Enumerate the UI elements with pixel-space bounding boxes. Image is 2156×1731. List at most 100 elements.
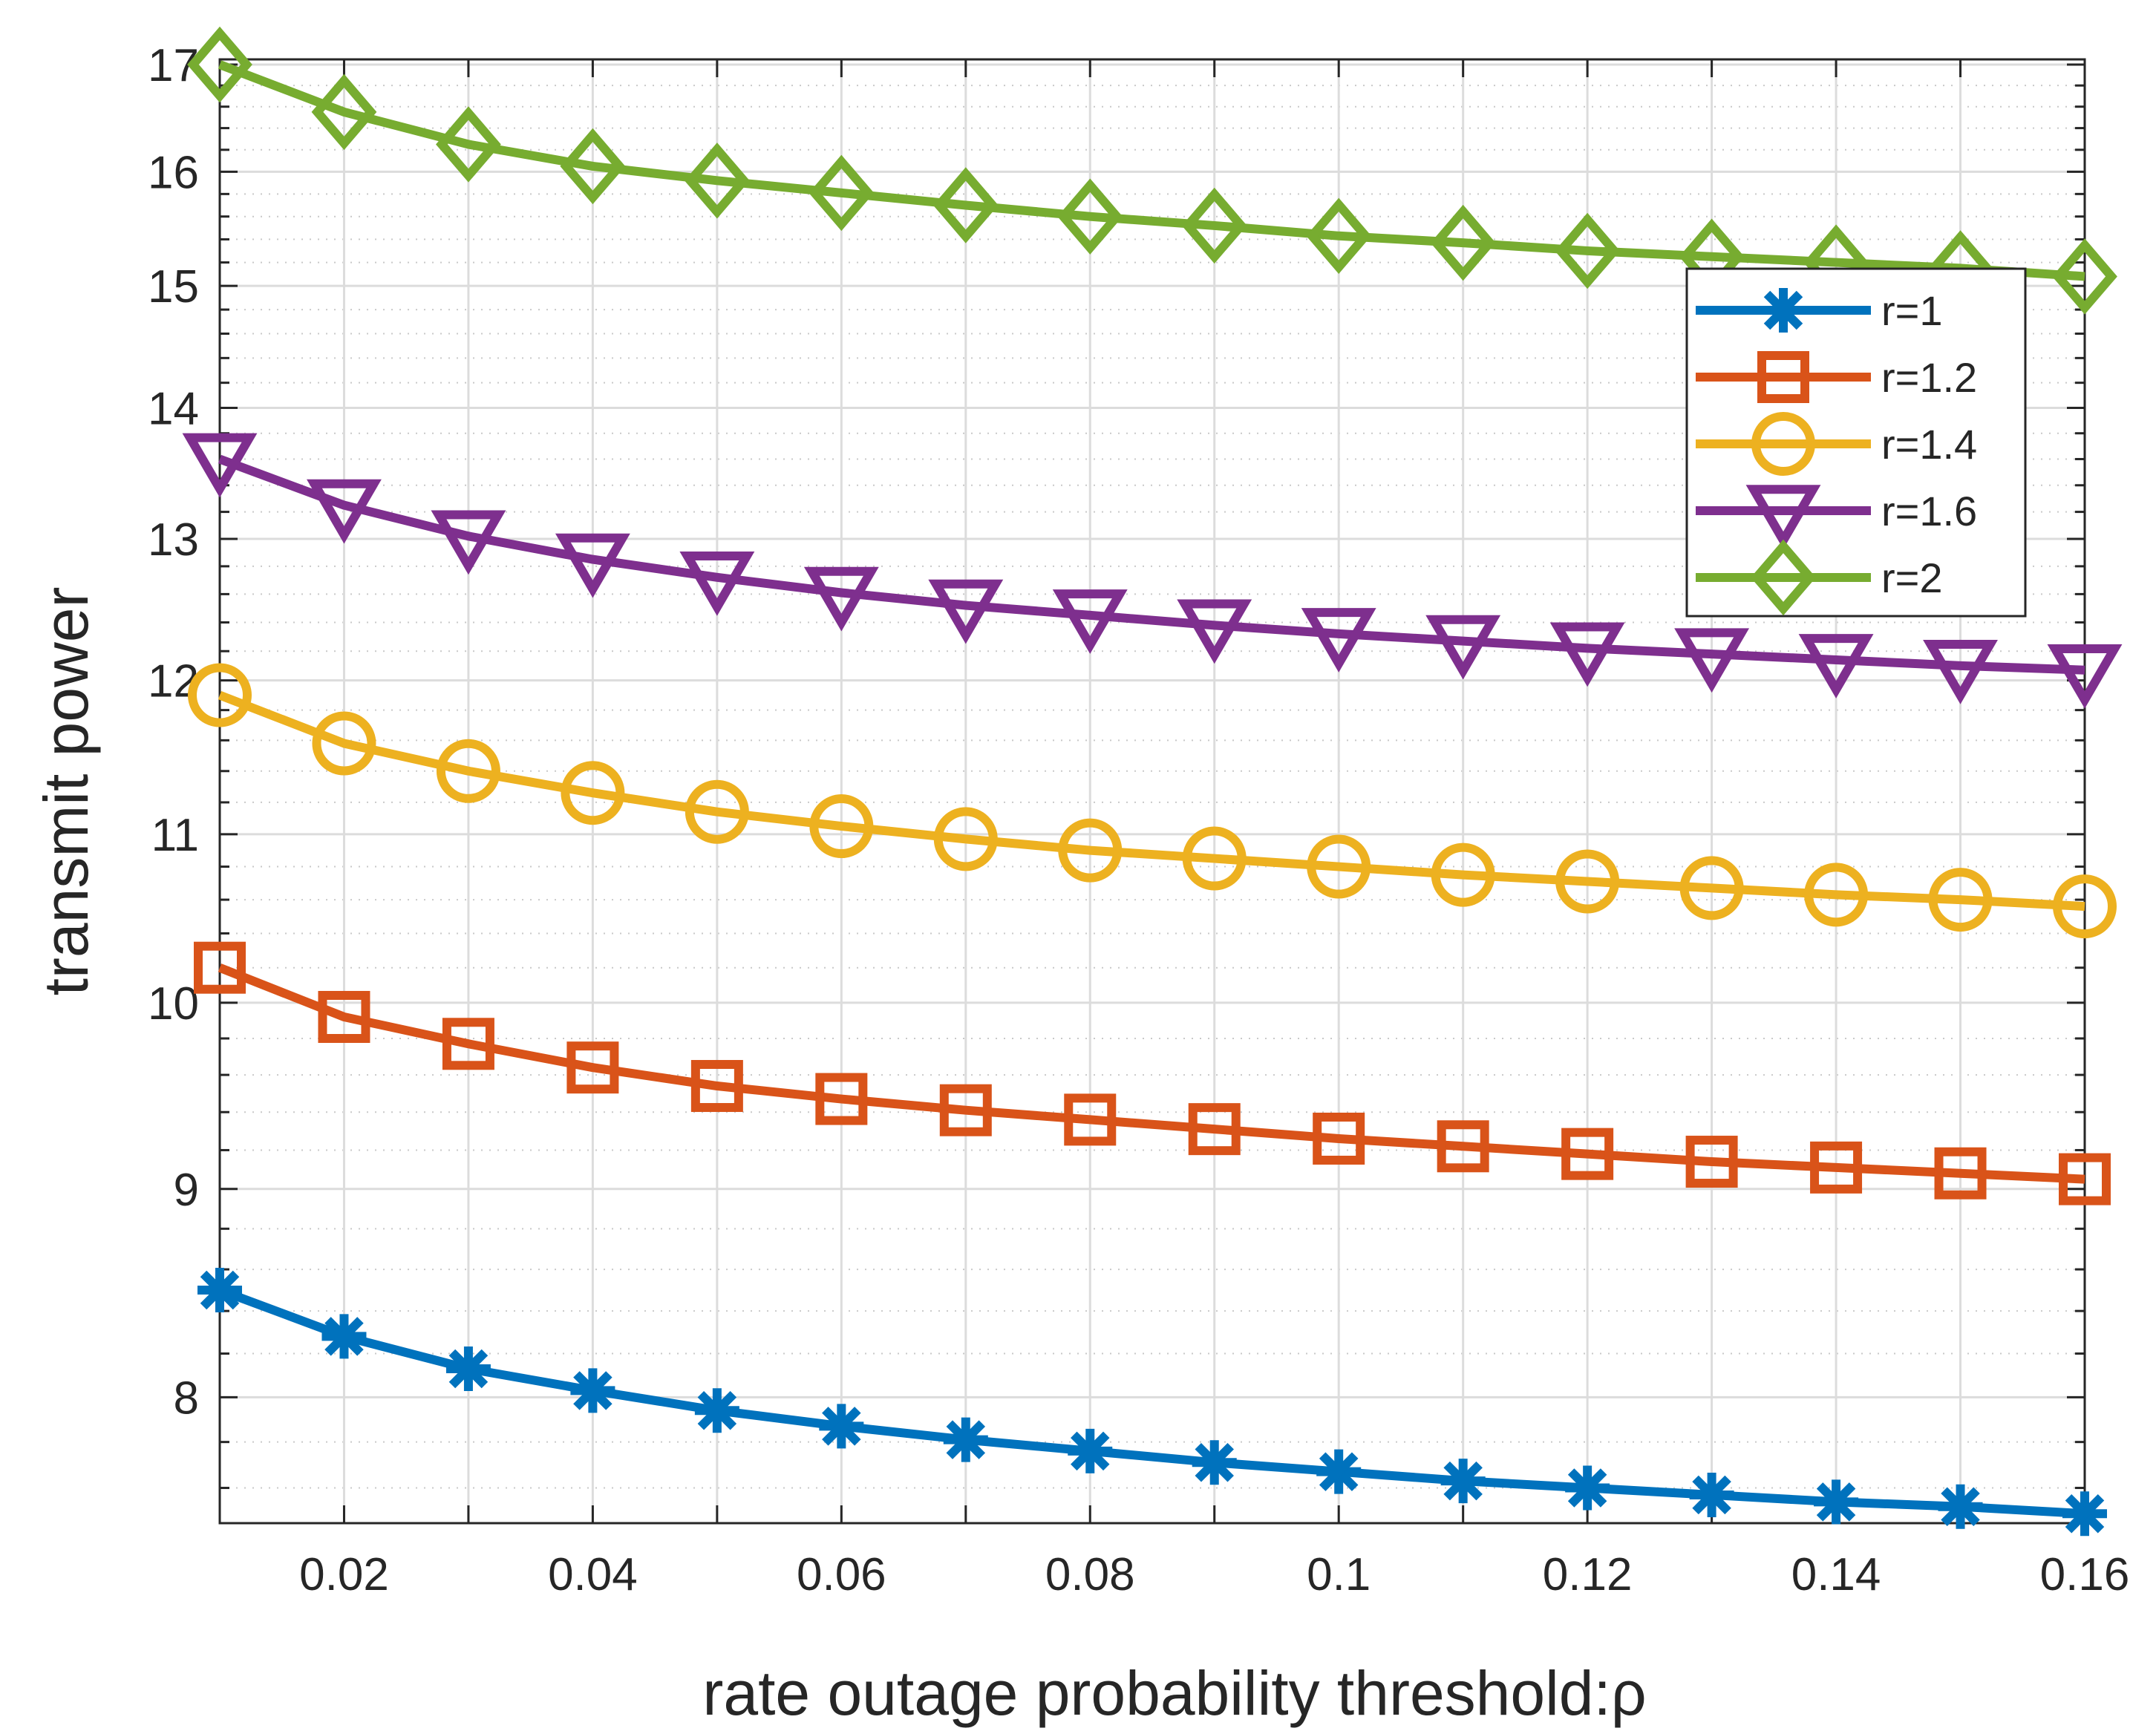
legend-marker bbox=[1751, 539, 1816, 616]
legend-label: r=1.4 bbox=[1881, 421, 1977, 468]
data-point bbox=[197, 1267, 242, 1312]
data-point bbox=[1440, 1459, 1486, 1504]
y-tick-label: 15 bbox=[148, 261, 199, 313]
y-tick-label: 10 bbox=[148, 978, 199, 1030]
data-point bbox=[436, 106, 501, 183]
data-point bbox=[1064, 1093, 1117, 1146]
x-tick-label: 0.02 bbox=[299, 1549, 389, 1600]
y-tick-label: 11 bbox=[151, 810, 199, 861]
data-point bbox=[1316, 1449, 1362, 1494]
data-point bbox=[679, 552, 755, 616]
data-point bbox=[182, 433, 258, 498]
data-point bbox=[1425, 615, 1501, 680]
data-point bbox=[1685, 1136, 1738, 1188]
data-point bbox=[943, 1417, 988, 1462]
data-point bbox=[1192, 1440, 1237, 1485]
series-r=1.6 bbox=[182, 433, 2123, 709]
y-tick-label: 8 bbox=[174, 1372, 199, 1424]
x-tick-label: 0.16 bbox=[2040, 1549, 2130, 1600]
data-point bbox=[809, 794, 874, 859]
data-point bbox=[1679, 856, 1744, 920]
data-point bbox=[1058, 818, 1123, 883]
data-point bbox=[307, 479, 382, 544]
data-point bbox=[685, 779, 749, 844]
data-point bbox=[694, 1388, 739, 1433]
data-point bbox=[1938, 1484, 1983, 1529]
x-tick-label: 0.1 bbox=[1307, 1549, 1371, 1600]
data-point bbox=[1313, 1112, 1365, 1165]
data-point bbox=[690, 1060, 743, 1113]
data-point bbox=[928, 579, 1004, 644]
x-tick-label: 0.14 bbox=[1791, 1549, 1881, 1600]
series-line bbox=[218, 60, 2085, 281]
legend-label: r=1.2 bbox=[1881, 354, 1977, 401]
y-axis-label: transmit power bbox=[31, 587, 101, 996]
legend-marker bbox=[1751, 412, 1815, 476]
data-point bbox=[318, 990, 370, 1043]
data-point bbox=[2053, 874, 2117, 939]
y-tick-label: 16 bbox=[148, 147, 199, 198]
data-point bbox=[561, 761, 625, 825]
series-r=1.2 bbox=[194, 941, 2111, 1205]
legend-item: r=1.4 bbox=[1696, 412, 1977, 476]
data-point bbox=[1934, 1147, 1987, 1200]
data-point bbox=[194, 941, 246, 994]
series-line bbox=[218, 690, 2085, 912]
series-r=1 bbox=[197, 1267, 2107, 1537]
data-point bbox=[187, 26, 252, 103]
series bbox=[182, 26, 2123, 1537]
data-point bbox=[1928, 868, 1993, 932]
legend: r=1 r=1.2 r=1.4 r=1.6 r=2 bbox=[1685, 267, 2027, 618]
data-point bbox=[188, 663, 252, 727]
y-tick-label: 13 bbox=[148, 514, 199, 566]
x-tick-label: 0.04 bbox=[548, 1549, 638, 1600]
x-tick-label: 0.12 bbox=[1543, 1549, 1633, 1600]
y-tick-label: 14 bbox=[148, 383, 199, 434]
data-point bbox=[1555, 212, 1621, 289]
data-point bbox=[1182, 826, 1247, 891]
data-point bbox=[312, 711, 376, 776]
data-point bbox=[2052, 238, 2117, 315]
data-point bbox=[1301, 608, 1376, 673]
legend-label: r=1 bbox=[1881, 287, 1943, 334]
data-point bbox=[803, 566, 879, 632]
data-point bbox=[808, 154, 875, 232]
data-point bbox=[1181, 187, 1247, 264]
data-point bbox=[555, 533, 630, 598]
data-point bbox=[1437, 1120, 1489, 1173]
data-point bbox=[1565, 1465, 1610, 1511]
data-point bbox=[442, 1018, 494, 1070]
data-point bbox=[1430, 204, 1496, 281]
data-point bbox=[1188, 1103, 1241, 1156]
data-point bbox=[684, 143, 750, 219]
data-point bbox=[2059, 1153, 2111, 1205]
x-axis-label: rate outage probability threshold:ρ bbox=[702, 1658, 1646, 1728]
data-point bbox=[560, 128, 626, 205]
data-point bbox=[815, 1073, 868, 1125]
series-line bbox=[218, 454, 2085, 675]
legend-label: r=1.6 bbox=[1881, 488, 1977, 534]
data-point bbox=[321, 1314, 367, 1359]
data-point bbox=[2062, 1491, 2107, 1537]
legend-item: r=1 bbox=[1696, 287, 1943, 334]
data-point bbox=[819, 1404, 864, 1449]
data-point bbox=[1431, 842, 1495, 907]
data-point bbox=[1810, 1141, 1863, 1194]
data-point bbox=[1549, 622, 1625, 687]
data-point bbox=[1057, 178, 1123, 255]
x-tick-label: 0.06 bbox=[797, 1549, 886, 1600]
legend-marker bbox=[1761, 288, 1806, 333]
data-point bbox=[445, 1346, 491, 1391]
data-point bbox=[1674, 628, 1750, 693]
data-point bbox=[1804, 863, 1869, 927]
data-point bbox=[1689, 1472, 1734, 1517]
legend-marker bbox=[1745, 485, 1821, 549]
legend-item: r=2 bbox=[1696, 539, 1943, 616]
legend-item: r=1.6 bbox=[1696, 485, 1977, 549]
data-point bbox=[1307, 834, 1371, 899]
data-point bbox=[570, 1368, 615, 1413]
data-point bbox=[436, 739, 500, 803]
data-point bbox=[431, 510, 506, 575]
data-point bbox=[311, 73, 377, 151]
